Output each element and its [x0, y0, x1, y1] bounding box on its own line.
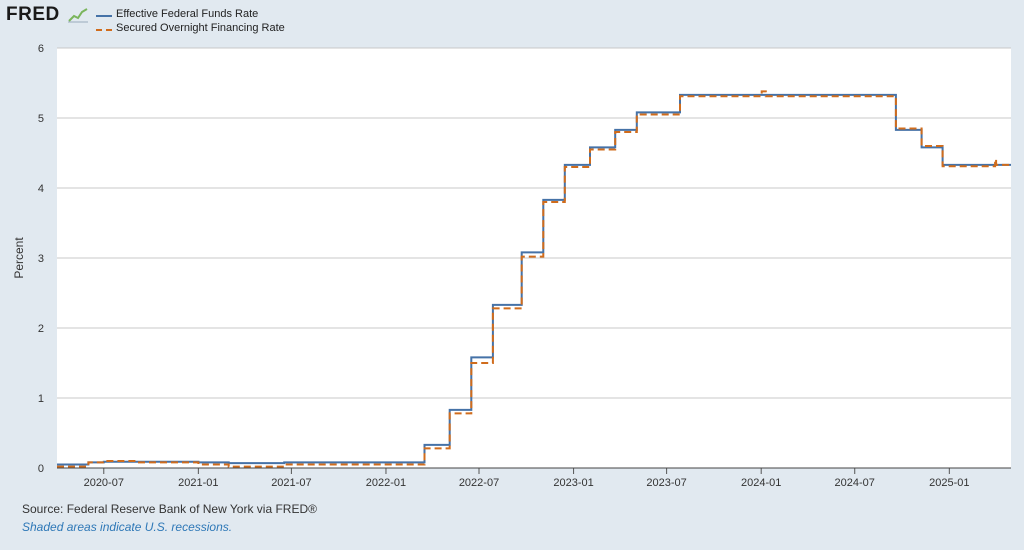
x-tick-label: 2025-01 — [929, 477, 969, 489]
y-tick-label: 0 — [38, 463, 44, 475]
fred-graph-icon — [68, 7, 88, 23]
recession-note[interactable]: Shaded areas indicate U.S. recessions. — [22, 520, 233, 534]
x-tick-label: 2021-07 — [271, 477, 311, 489]
legend-swatch-solid — [96, 15, 112, 17]
source-note: Source: Federal Reserve Bank of New York… — [22, 502, 317, 516]
fred-logo[interactable]: FRED — [6, 4, 60, 25]
y-tick-label: 1 — [38, 393, 44, 405]
y-tick-label: 3 — [38, 253, 44, 265]
y-tick-label: 4 — [38, 183, 44, 195]
line-chart[interactable]: 0 1 2 3 4 5 6 2020-07 2021-01 2021-07 2022-01 2022… — [0, 38, 1024, 498]
x-axis-ticks: 2020-07 2021-01 2021-07 2022-01 2022-07 2023-… — [84, 468, 970, 489]
x-tick-label: 2024-01 — [741, 477, 781, 489]
x-tick-label: 2021-01 — [178, 477, 218, 489]
series-line-2 — [57, 90, 1012, 468]
legend-label: Secured Overnight Financing Rate — [116, 22, 285, 34]
x-tick-label: 2022-01 — [366, 477, 406, 489]
x-tick-label: 2023-01 — [553, 477, 593, 489]
x-tick-label: 2024-07 — [835, 477, 875, 489]
x-tick-label: 2023-07 — [646, 477, 686, 489]
legend-label: Effective Federal Funds Rate — [116, 8, 259, 20]
y-tick-label: 2 — [38, 323, 44, 335]
chart-header: FRED Effective Federal Funds Rate Secure… — [0, 0, 1024, 44]
y-tick-label: 6 — [38, 43, 44, 55]
y-tick-label: 5 — [38, 113, 44, 125]
y-axis-label: Percent — [12, 237, 26, 279]
legend-swatch-dashed — [96, 29, 112, 31]
series-lines — [57, 90, 1012, 468]
x-tick-label: 2022-07 — [459, 477, 499, 489]
gridlines — [57, 47, 1011, 399]
y-axis-ticks: 0 1 2 3 4 5 6 — [38, 43, 44, 475]
x-tick-label: 2020-07 — [84, 477, 124, 489]
